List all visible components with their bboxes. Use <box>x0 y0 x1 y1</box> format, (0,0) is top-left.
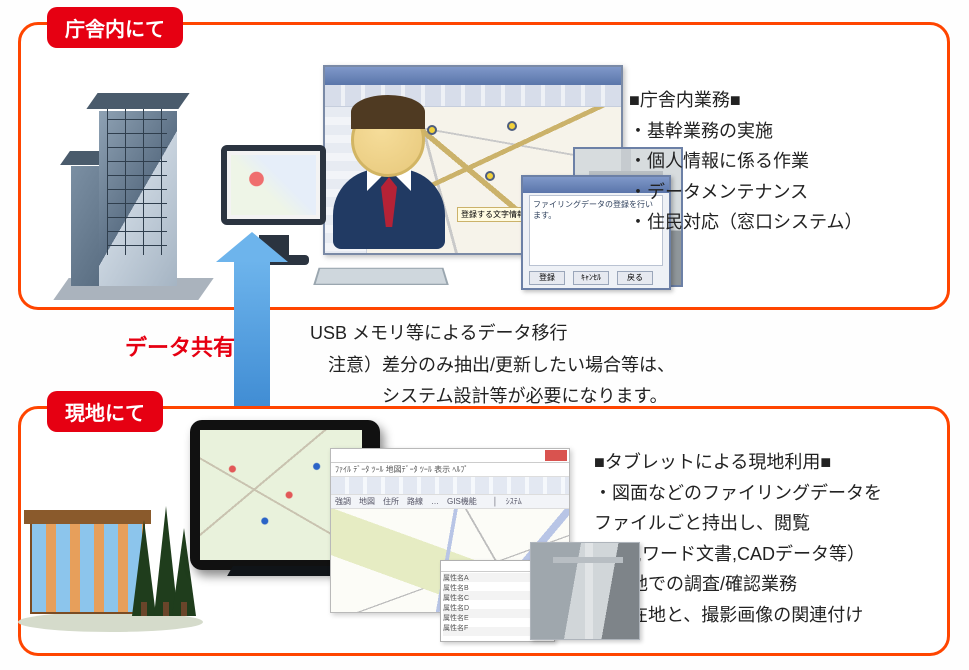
share-notes: USB メモリ等によるデータ移行 注意）差分のみ抽出/更新したい場合等は、 シス… <box>310 318 870 413</box>
office-text: ■庁舎内業務■ ・基幹業務の実施 ・個人情報に係る作業 ・データメンテナンス ・… <box>629 85 929 238</box>
gis2-panel: 強調 地図 住所 路線 … GIS機能 │ ｼｽﾃﾑ <box>331 495 569 509</box>
field-tag: 現地にて <box>47 391 163 432</box>
field-bullet: ・図面などのファイリングデータを <box>594 478 929 509</box>
office-heading: ■庁舎内業務■ <box>629 85 929 116</box>
office-section: 庁舎内にて 登録する文字情報を設定してください。 ファイリングデータの登録を行い… <box>18 22 950 310</box>
field-text: ■タブレットによる現地利用■ ・図面などのファイリングデータを ファイルごと持出… <box>594 447 929 631</box>
field-heading: ■タブレットによる現地利用■ <box>594 447 929 478</box>
field-bullet: ・現地での調査/確認業務 <box>594 569 929 600</box>
field-bullet: （pdf,ワード文書,CADデータ等） <box>594 539 929 570</box>
office-building-icon <box>51 85 216 300</box>
school-site-icon <box>24 452 199 632</box>
office-bullet: ・個人情報に係る作業 <box>629 146 929 177</box>
share-line: USB メモリ等によるデータ移行 <box>310 318 870 350</box>
field-bullet: ・所在地と、撮影画像の関連付け <box>594 600 929 631</box>
field-bullet: ファイルごと持出し、閲覧 <box>594 508 929 539</box>
office-bullet: ・住民対応（窓口システム） <box>629 207 929 238</box>
dialog-btn-3[interactable]: 戻る <box>617 271 653 285</box>
tablet-stand <box>227 566 343 576</box>
close-icon[interactable] <box>545 450 567 461</box>
gis2-menu[interactable]: ﾌｧｲﾙ ﾃﾞｰﾀ ﾂｰﾙ 地図ﾃﾞｰﾀ ﾂｰﾙ 表示 ﾍﾙﾌﾟ <box>331 463 569 477</box>
office-tag: 庁舎内にて <box>47 7 183 48</box>
dialog-btn-2[interactable]: ｷｬﾝｾﾙ <box>573 271 609 285</box>
data-share-arrow-icon <box>234 260 270 428</box>
share-line: 注意）差分のみ抽出/更新したい場合等は、 <box>310 350 870 382</box>
dialog-btn-1[interactable]: 登録 <box>529 271 565 285</box>
share-label: データ共有 <box>125 330 235 362</box>
pole-photo-2 <box>530 542 640 640</box>
office-bullet: ・基幹業務の実施 <box>629 116 929 147</box>
office-bullet: ・データメンテナンス <box>629 177 929 208</box>
